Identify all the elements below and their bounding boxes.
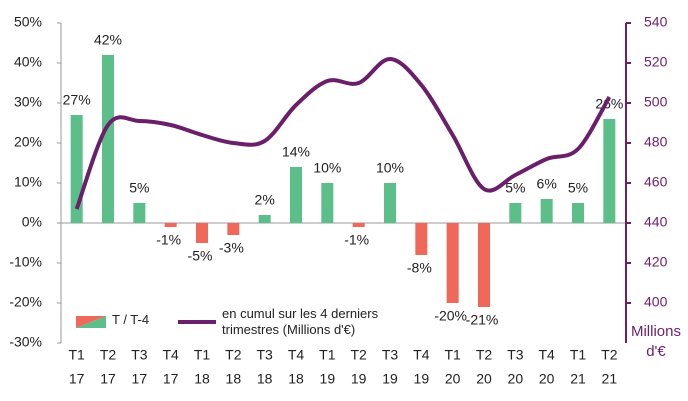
- x-tick-label: 20: [508, 371, 524, 387]
- bar: [478, 223, 490, 307]
- data-label: 2%: [255, 192, 275, 208]
- x-tick-label: 19: [351, 371, 367, 387]
- x-tick-label: T2: [225, 347, 242, 363]
- x-tick-label: T2: [100, 347, 117, 363]
- bar: [196, 223, 208, 243]
- x-tick-label: T2: [601, 347, 618, 363]
- legend-line-label: en cumul sur les 4 derniers trimestres (…: [222, 306, 379, 337]
- y-tick-label: 50%: [14, 14, 42, 30]
- x-tick-label: T4: [538, 347, 555, 363]
- x-tick-label: 20: [445, 371, 461, 387]
- x-tick-label: T1: [444, 347, 461, 363]
- x-tick-label: 18: [288, 371, 304, 387]
- x-tick-label: T3: [507, 347, 524, 363]
- x-tick-label: 17: [163, 371, 179, 387]
- y-tick-label: 0%: [22, 214, 42, 230]
- bar: [321, 183, 334, 223]
- y-tick-label: -30%: [9, 334, 42, 350]
- line: [74, 56, 612, 210]
- data-label: 6%: [537, 176, 557, 192]
- bar: [164, 223, 177, 227]
- y2-tick-label: 420: [644, 254, 668, 270]
- x-tick-label: T2: [476, 347, 493, 363]
- x-tick-label: 18: [194, 371, 210, 387]
- bar: [540, 199, 553, 223]
- bar: [352, 223, 365, 227]
- data-label: -3%: [219, 240, 244, 256]
- x-tick-label: 19: [320, 371, 336, 387]
- x-tick-label: 17: [132, 371, 148, 387]
- y-tick-label: 40%: [14, 54, 42, 70]
- y2-tick-label: 460: [644, 174, 668, 190]
- x-tick-label: 20: [476, 371, 492, 387]
- legend-swatch: [76, 316, 106, 328]
- data-label: 42%: [94, 32, 122, 48]
- data-label: 5%: [129, 180, 149, 196]
- bar: [572, 203, 584, 223]
- y-tick-label: -10%: [9, 254, 42, 270]
- data-label: 27%: [63, 92, 91, 108]
- data-label: -5%: [188, 248, 213, 264]
- y2-tick-label: 500: [644, 94, 668, 110]
- y2-tick-label: 540: [644, 14, 668, 30]
- data-label: 5%: [505, 180, 525, 196]
- data-label: 10%: [376, 160, 404, 176]
- x-tick-label: 19: [414, 371, 430, 387]
- y-tick-label: 20%: [14, 134, 42, 150]
- x-tick-label: 18: [257, 371, 273, 387]
- x-tick-label: 19: [382, 371, 398, 387]
- bar: [415, 223, 428, 255]
- y2-tick-label: 440: [644, 214, 668, 230]
- legend-bar-label: T / T-4: [112, 312, 150, 327]
- y2-tick-label: 520: [644, 54, 668, 70]
- y-tick-label: -20%: [9, 294, 42, 310]
- bar: [384, 183, 396, 223]
- x-tick-label: T1: [68, 347, 85, 363]
- x-tick-label: 21: [602, 371, 618, 387]
- x-tick-label: T3: [256, 347, 273, 363]
- bar: [290, 167, 302, 223]
- bar: [227, 223, 240, 235]
- data-label: 14%: [282, 144, 310, 160]
- bar: [102, 55, 114, 223]
- x-tick-label: T3: [382, 347, 399, 363]
- y-tick-label: 10%: [14, 174, 42, 190]
- x-tick-label: T1: [570, 347, 587, 363]
- x-tick-label: T1: [194, 347, 211, 363]
- data-label: 5%: [568, 180, 588, 196]
- y2-tick-label: 400: [644, 294, 668, 310]
- x-tick-label: T4: [288, 347, 305, 363]
- x-tick-label: T3: [131, 347, 148, 363]
- bar: [603, 119, 616, 223]
- bar: [258, 215, 271, 223]
- data-label: -20%: [434, 308, 467, 324]
- data-label: -8%: [407, 260, 432, 276]
- bar: [446, 223, 459, 303]
- x-tick-label: 20: [539, 371, 555, 387]
- y2-axis-label: Millions d'€: [630, 323, 681, 360]
- x-tick-label: T2: [350, 347, 367, 363]
- bar: [133, 203, 146, 223]
- x-tick-label: 17: [69, 371, 85, 387]
- y-tick-label: 30%: [14, 94, 42, 110]
- x-tick-label: 21: [570, 371, 586, 387]
- data-label: 10%: [313, 160, 341, 176]
- data-label: -1%: [344, 232, 369, 248]
- x-tick-label: 18: [226, 371, 242, 387]
- data-label: -21%: [466, 312, 499, 328]
- bar: [509, 203, 522, 223]
- x-tick-label: 17: [100, 371, 116, 387]
- x-tick-label: T4: [162, 347, 179, 363]
- y2-tick-label: 480: [644, 134, 668, 150]
- x-tick-label: T1: [319, 347, 336, 363]
- data-label: -1%: [156, 232, 181, 248]
- x-tick-label: T4: [413, 347, 430, 363]
